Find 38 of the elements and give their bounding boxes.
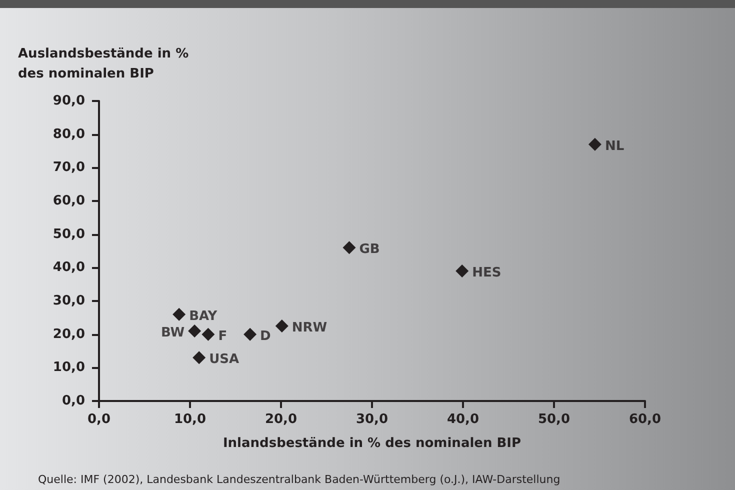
- point: [172, 308, 186, 321]
- y-tick-label: 20,0: [52, 326, 85, 342]
- point: [342, 241, 356, 254]
- x-axis-title: Inlandsbestände in % des nominalen BIP: [222, 436, 522, 451]
- x-tick-label: 10,0: [174, 412, 206, 427]
- annotation: D: [260, 328, 272, 344]
- x-tick-label: 30,0: [356, 412, 388, 427]
- point: [244, 328, 257, 341]
- y-tick-label: 60,0: [52, 194, 85, 208]
- y-tick-label: 40,0: [52, 260, 85, 276]
- x-tick-label: 0,0: [87, 412, 111, 427]
- y-tick-label: 10,0: [52, 360, 85, 376]
- x-tick-label: 60,0: [628, 412, 662, 427]
- y-tick-label: 80,0: [52, 126, 85, 142]
- annotation: F: [218, 328, 228, 344]
- annotation: BAY: [189, 308, 218, 324]
- point: [202, 328, 215, 341]
- x-tick-label: 40,0: [446, 412, 480, 427]
- y-axis-title: Auslandsbestände in % des nominalen BIP: [18, 46, 189, 82]
- y-tick-label: 70,0: [52, 160, 85, 176]
- x-tick-label: 50,0: [538, 412, 570, 427]
- y-tick-label: 30,0: [52, 294, 85, 308]
- annotation: NL: [604, 138, 624, 154]
- point: [188, 324, 202, 338]
- source-note: Quelle: IMF (2002), Landesbank Landeszentralbank Baden-Württemberg (o.J.), IAW-Darstellung: [38, 473, 560, 486]
- annotation: BW: [161, 326, 185, 340]
- annotation: GB: [359, 242, 380, 258]
- point: [588, 138, 602, 151]
- annotation: NRW: [292, 320, 328, 336]
- annotation: HES: [472, 266, 502, 280]
- y-tick-label: 0,0: [62, 394, 85, 408]
- point: [192, 351, 206, 364]
- point: [275, 320, 288, 332]
- y-tick-label: 50,0: [52, 226, 85, 242]
- y-tick-label: 90,0: [52, 94, 85, 108]
- x-tick-label: 20,0: [264, 412, 298, 427]
- point: [456, 264, 469, 278]
- annotation: USA: [209, 352, 240, 368]
